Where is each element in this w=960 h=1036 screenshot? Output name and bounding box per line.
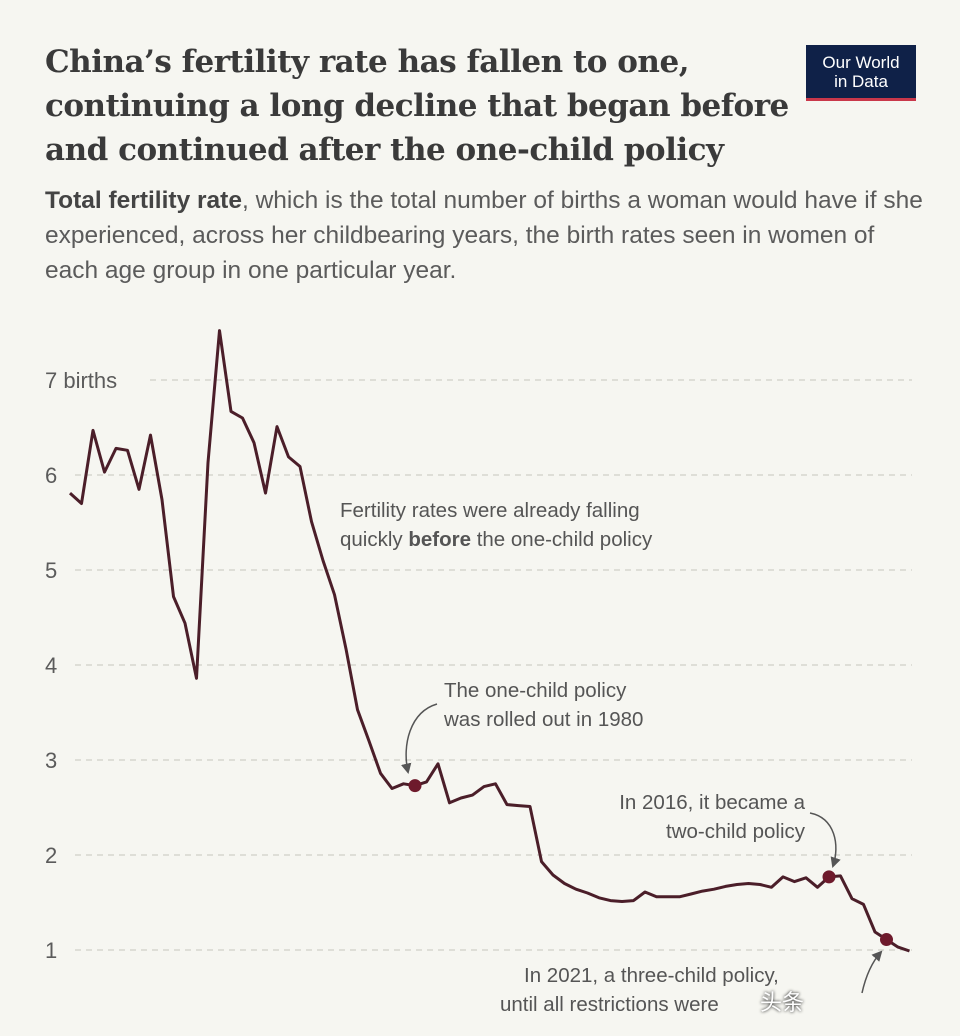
arrow-2021 — [861, 950, 883, 994]
title-line: China’s fertility rate has fallen to one… — [45, 44, 690, 80]
highlight-point-2021[interactable] — [880, 933, 893, 947]
y-tick-label: 5 — [45, 558, 57, 583]
annotation-line: In 2016, it became a — [619, 791, 805, 814]
y-tick-label: 3 — [45, 748, 57, 773]
annotation-1980: The one-child policy was rolled out in 1… — [444, 676, 643, 734]
highlight-point-2016[interactable] — [822, 870, 836, 884]
y-tick-label: 4 — [45, 653, 57, 678]
annotation-before-policy: Fertility rates were already falling qui… — [340, 496, 652, 554]
line-chart: 1 2 3 4 5 6 7 births — [45, 329, 912, 994]
annotation-line: Fertility rates were already falling — [340, 499, 640, 522]
arrow-1980 — [401, 703, 438, 775]
y-tick-label: 1 — [45, 938, 57, 963]
annotation-line: In 2021, a three-child policy, — [524, 964, 779, 987]
y-tick-label: 6 — [45, 463, 57, 488]
fertility-rate-line — [68, 329, 910, 953]
logo-line: Our World — [822, 52, 900, 72]
logo-line: in Data — [834, 71, 888, 91]
annotation-2016: In 2016, it became a two-child policy — [619, 788, 805, 846]
chart-subtitle: Total fertility rate, which is the total… — [45, 183, 925, 288]
annotation-line: until all restrictions were — [500, 993, 719, 1016]
arrow-2016 — [809, 812, 841, 868]
annotation-line: two-child policy — [666, 820, 805, 843]
subtitle-text: , which is the total number of births a … — [45, 187, 923, 284]
title-line: and continued after the one-child policy — [45, 132, 724, 168]
title-line: continuing a long decline that began bef… — [45, 88, 789, 124]
chart-title: China’s fertility rate has fallen to one… — [45, 40, 805, 172]
annotation-2021: In 2021, a three-child policy, until all… — [500, 961, 779, 1019]
subtitle-bold: Total fertility rate — [45, 187, 242, 214]
annotation-line: was rolled out in 1980 — [444, 708, 644, 731]
annotation-line: The one-child policy — [444, 679, 627, 702]
y-tick-label: 2 — [45, 843, 57, 868]
highlight-point-1980[interactable] — [408, 779, 422, 793]
owid-logo[interactable]: Our World in Data — [806, 45, 916, 101]
watermark: 头条 — [760, 990, 805, 1015]
annotation-line: quickly before the one-child policy — [340, 528, 653, 551]
y-tick-label: 7 births — [45, 368, 117, 393]
